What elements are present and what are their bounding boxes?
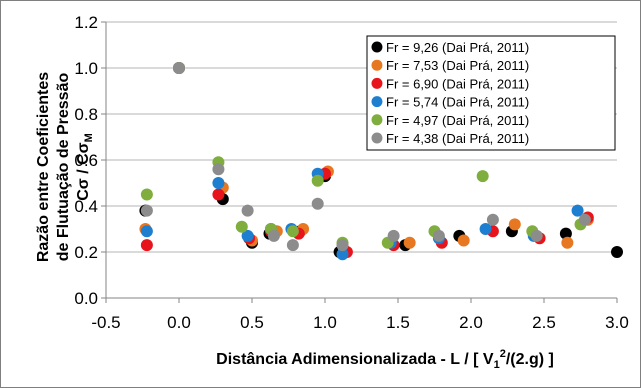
data-point <box>286 225 299 238</box>
legend-label: Fr = 4,38 (Dai Prá, 2011) <box>386 131 529 146</box>
data-point <box>140 188 153 201</box>
data-point <box>336 239 349 252</box>
data-point <box>387 229 400 242</box>
x-axis-title: Distância Adimensionalizada - L / [ V12/… <box>216 348 554 371</box>
data-point <box>140 239 153 252</box>
y-tick-label: 1.0 <box>74 59 98 78</box>
x-tick-label: 1.0 <box>313 313 337 332</box>
data-point <box>561 236 574 249</box>
x-tick-label: 0.5 <box>240 313 264 332</box>
data-point <box>578 213 591 226</box>
data-point <box>241 229 254 242</box>
data-point <box>212 188 225 201</box>
axes <box>101 21 618 303</box>
data-point <box>212 177 225 189</box>
y-axis-title-line-2: de Flutuação de Pressão <box>55 73 72 262</box>
y-tick-label: 0.2 <box>74 243 98 262</box>
tick-labels: 0.0 0.2 0.4 0.6 0.8 1.0 1.2 -0.5 0.0 0.5 1.0 1.5 2.0… <box>74 13 628 332</box>
x-tick-label: 1.5 <box>386 313 410 332</box>
legend-box <box>366 35 616 151</box>
y-tick-label: 0.4 <box>74 197 98 216</box>
data-point <box>611 246 623 258</box>
legend-marker <box>371 77 383 89</box>
data-point <box>173 62 185 74</box>
data-point <box>311 174 324 187</box>
series-6 <box>140 62 591 252</box>
data-point <box>479 223 492 235</box>
data-point <box>559 227 572 240</box>
legend: Fr = 9,26 (Dai Prá, 2011) Fr = 7,53 (Dai … <box>366 35 616 151</box>
data-point <box>571 204 584 217</box>
data-point <box>311 197 324 210</box>
data-point <box>476 170 489 183</box>
data-point <box>457 234 470 247</box>
data-points <box>139 62 623 261</box>
legend-marker <box>371 114 383 126</box>
data-point <box>267 229 280 242</box>
x-tick-label: 3.0 <box>605 313 629 332</box>
data-point <box>212 163 225 176</box>
legend-label: Fr = 9,26 (Dai Prá, 2011) <box>386 40 529 55</box>
data-point <box>432 229 445 242</box>
y-axis-title: Razão entre Coeficientes de Flutuação de… <box>35 72 95 262</box>
y-tick-label: 0.8 <box>74 105 98 124</box>
data-point <box>508 218 521 231</box>
legend-label: Fr = 7,53 (Dai Prá, 2011) <box>386 58 529 73</box>
legend-label: Fr = 6,90 (Dai Prá, 2011) <box>386 76 529 91</box>
data-point <box>235 220 248 233</box>
legend-label: Fr = 4,97 (Dai Prá, 2011) <box>386 113 529 128</box>
data-point <box>140 225 153 238</box>
y-axis-title-line-1: Razão entre Coeficientes <box>35 72 52 262</box>
y-tick-label: 0.0 <box>74 289 98 308</box>
data-point <box>286 239 299 252</box>
x-tick-label: 0.0 <box>167 313 191 332</box>
legend-marker <box>371 41 383 53</box>
legend-label: Fr = 5,74 (Dai Prá, 2011) <box>386 95 529 110</box>
data-point <box>403 236 416 249</box>
y-tick-label: 0.6 <box>74 151 98 170</box>
data-point <box>336 248 349 261</box>
data-point <box>241 204 254 217</box>
data-point <box>486 213 499 226</box>
data-point <box>140 204 153 217</box>
y-axis-title-line-3: Cσ / CσM <box>75 133 95 201</box>
x-tick-label: -0.5 <box>91 313 120 332</box>
x-tick-label: 2.0 <box>459 313 483 332</box>
legend-marker <box>371 96 383 108</box>
legend-marker <box>371 59 383 71</box>
x-tick-label: 2.5 <box>532 313 556 332</box>
data-point <box>530 229 543 242</box>
y-tick-label: 1.2 <box>74 13 98 32</box>
legend-marker <box>371 132 383 144</box>
gridlines <box>106 21 617 253</box>
